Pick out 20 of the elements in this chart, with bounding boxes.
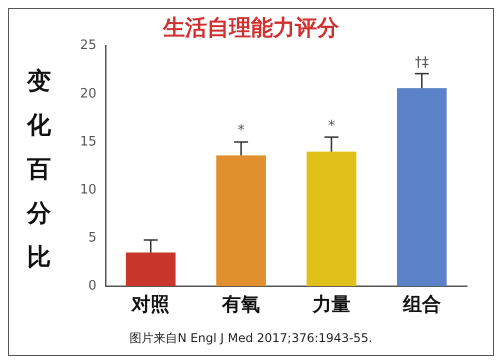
y-axis-title: 变化百分比	[27, 66, 52, 273]
x-tick-label: 对照	[130, 294, 170, 316]
x-tick-label: 力量	[311, 294, 350, 316]
bar	[216, 155, 266, 286]
bar	[306, 152, 356, 286]
annotation: *	[328, 118, 335, 134]
chart-title: 生活自理能力评分	[163, 16, 339, 41]
y-tick-label: 10	[80, 182, 97, 198]
y-tick-label: 25	[80, 38, 97, 54]
bar	[126, 252, 176, 286]
y-tick-label: 0	[88, 278, 97, 294]
y-tick-label: 20	[80, 86, 97, 102]
annotation: †‡	[414, 54, 429, 70]
annotation: *	[238, 122, 245, 139]
text: 图片来自N Engl J Med 2017;376:1943-55.	[128, 330, 374, 347]
y-tick-label: 15	[80, 134, 97, 150]
bar	[396, 88, 447, 286]
x-tick-label: 组合	[402, 294, 441, 316]
y-tick-label: 5	[88, 230, 97, 246]
x-tick-label: 有氧	[221, 294, 260, 316]
